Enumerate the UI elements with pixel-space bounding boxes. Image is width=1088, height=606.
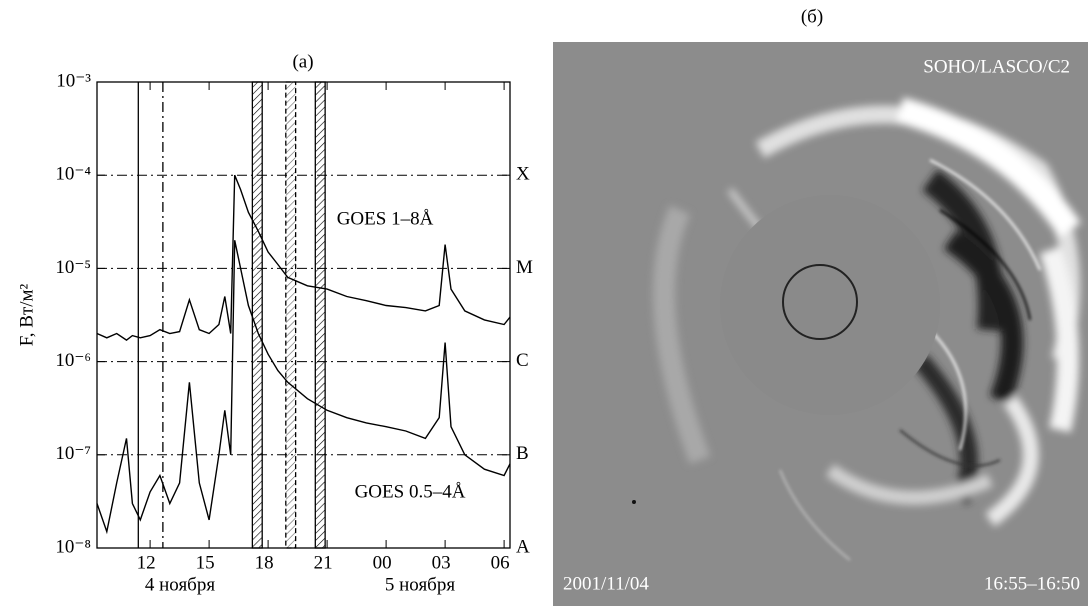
x-tick-label: 12 xyxy=(137,552,156,573)
date-label: 5 ноября xyxy=(385,574,455,595)
image-panel: (б) SOHO/LASCO/C2 2001/11/04 16:55–16:50 xyxy=(553,6,1088,606)
y2-tick-label: B xyxy=(516,443,529,464)
y-tick-label: 10⁻⁵ xyxy=(55,257,91,278)
date-label: 2001/11/04 xyxy=(563,573,649,594)
chart-title: (a) xyxy=(292,51,313,72)
time-label: 16:55–16:50 xyxy=(984,573,1080,594)
series-label: GOES 0.5–4Å xyxy=(355,481,466,502)
y-tick-label: 10⁻⁴ xyxy=(55,164,91,185)
interval-band xyxy=(285,81,297,549)
x-tick-label: 18 xyxy=(255,552,274,573)
interval-band xyxy=(251,81,263,549)
date-label: 4 ноября xyxy=(145,574,215,595)
cme-streaks xyxy=(779,159,1041,561)
x-tick-label: 06 xyxy=(491,552,510,573)
x-tick-label: 03 xyxy=(432,552,451,573)
y-tick-label: 10⁻⁸ xyxy=(55,536,91,557)
x-tick-label: 00 xyxy=(373,552,392,573)
occulter xyxy=(720,195,940,415)
x-tick-label: 21 xyxy=(314,552,333,573)
y-tick-label: 10⁻⁶ xyxy=(55,350,91,371)
instrument-label: SOHO/LASCO/C2 xyxy=(923,56,1070,77)
x-tick-label: 15 xyxy=(196,552,215,573)
star xyxy=(632,500,636,504)
y-tick-label: 10⁻³ xyxy=(56,70,91,91)
y-axis-label: F, Вт/м² xyxy=(16,283,37,346)
y2-tick-label: X xyxy=(516,164,530,185)
panel-label: (б) xyxy=(801,6,823,27)
y2-tick-label: M xyxy=(516,257,533,278)
plot-frame xyxy=(96,81,511,549)
y-tick-label: 10⁻⁷ xyxy=(55,443,91,464)
y2-tick-label: A xyxy=(516,536,530,557)
series-label: GOES 1–8Å xyxy=(337,208,434,229)
series-line xyxy=(96,240,511,535)
y2-tick-label: C xyxy=(516,350,529,371)
solar-disk xyxy=(782,264,858,340)
series-line xyxy=(96,174,511,341)
cme-structure xyxy=(653,97,1081,527)
interval-band xyxy=(314,81,326,549)
